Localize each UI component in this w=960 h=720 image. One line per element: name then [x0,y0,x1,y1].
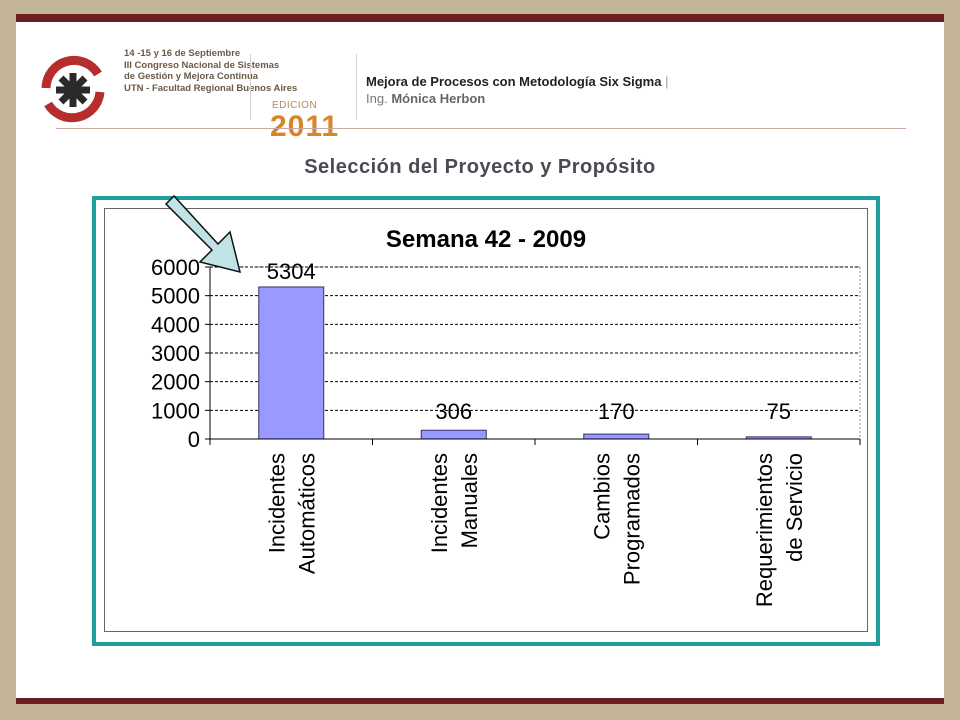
author-name: Mónica Herbon [391,91,486,106]
x-tick-label: Incidentes [264,453,289,553]
y-tick-label: 3000 [151,341,200,366]
arrow-icon [164,194,242,274]
utn-logo-icon [41,55,105,123]
x-category-label: Incidentes Manuales [427,453,482,553]
data-label: 5304 [267,259,316,284]
slide: 14 -15 y 16 de Septiembre III Congreso N… [16,14,944,704]
congress-text: 14 -15 y 16 de Septiembre III Congreso N… [124,48,298,94]
chart-title: Semana 42 - 2009 [386,226,586,253]
y-tick-label: 4000 [151,312,200,337]
header-rule [56,128,906,129]
header-divider-2 [356,54,357,120]
x-category-label: Cambios Programados [589,453,644,585]
x-tick-label: Requerimientos [752,453,777,607]
bar [258,286,325,440]
y-tick-label: 1000 [151,398,200,423]
presentation-title: Mejora de Procesos con Metodología Six S… [366,74,668,89]
y-tick-label: 6000 [151,255,200,280]
x-tick-label: Automáticos [294,453,319,574]
bar [420,429,487,440]
chart-frame: Semana 42 - 2009 0 1000 2000 3000 4000 5000 60… [92,196,880,646]
x-category-label: Requerimientos de Servicio [752,453,807,607]
congress-name-line2: de Gestión y Mejora Continua [124,71,259,82]
edition-label: EDICION [272,100,318,111]
bar-chart: Semana 42 - 2009 0 1000 2000 3000 4000 5000 60… [151,226,861,607]
bottom-bar [16,698,944,704]
author-prefix: Ing. [366,91,388,106]
congress-institution: UTN - Facultad Regional Buenos Aires [124,82,298,94]
congress-dates: 14 -15 y 16 de Septiembre [124,48,241,59]
presentation-author: Ing. Mónica Herbon [366,91,485,106]
top-bar [16,14,944,22]
y-tick-label: 5000 [151,284,200,309]
x-category-label: Incidentes Automáticos [264,453,319,574]
data-label: 306 [435,399,472,424]
slide-title: Selección del Proyecto y Propósito [304,156,656,178]
chart-area: Semana 42 - 2009 0 1000 2000 3000 4000 5000 60… [104,208,868,632]
congress-name-line1: III Congreso Nacional de Sistemas [124,59,280,71]
data-label: 170 [598,399,635,424]
x-tick-label: Cambios [589,453,614,540]
congress-logo-block: 14 -15 y 16 de Septiembre III Congreso N… [38,44,357,143]
header-divider [250,54,251,120]
presentation-title-text: Mejora de Procesos con Metodología Six S… [366,74,662,89]
data-label: 75 [767,399,791,424]
title-separator: | [665,74,669,89]
x-tick-label: Manuales [457,453,482,548]
edition-year: 2011 [270,110,340,143]
y-tick-label: 0 [188,427,200,452]
bar [583,433,650,440]
x-tick-label: Incidentes [427,453,452,553]
x-tick-label: Programados [619,453,644,585]
y-tick-label: 2000 [151,370,200,395]
x-tick-label: de Servicio [782,453,807,562]
